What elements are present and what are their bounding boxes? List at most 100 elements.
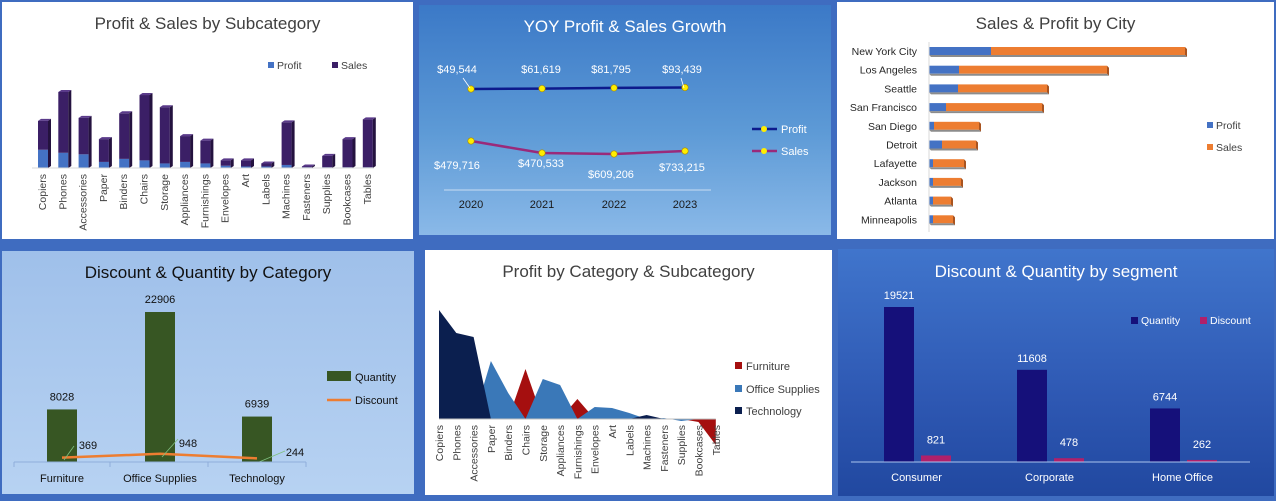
profit-bar-lafayette (929, 159, 933, 168)
profit-bar-los-angeles (929, 65, 959, 74)
legend-marker-profit (761, 126, 767, 132)
sales-bar-bookcases (342, 139, 353, 168)
discount-line (61, 452, 258, 460)
legend-marker-sales (761, 148, 767, 154)
bar-top-accessories (78, 115, 92, 118)
quantity-label-technology: 6939 (245, 399, 269, 411)
sales-bar-supplies (322, 155, 333, 168)
sales-bar-labels (261, 163, 272, 167)
x-tick-2023: 2023 (673, 199, 697, 211)
profit-bar-paper (98, 161, 109, 168)
sales-bar-seattle (958, 84, 1047, 93)
bar-side-storage (169, 105, 173, 168)
profit-category-svg: Copiers Phones Accessories Paper Binders Chai… (434, 310, 820, 482)
segment-discount-quantity-panel: Discount & Quantity by segment 19521 821 C… (838, 249, 1274, 496)
legend-label-profit: Profit (277, 60, 302, 72)
bar-top-storage (159, 105, 173, 108)
discount-label-home-office: 262 (1193, 439, 1211, 451)
x-tick-office-supplies: Office Supplies (123, 473, 197, 485)
x-tick-labels: Labels (260, 174, 272, 205)
bar-end-seattle (1047, 84, 1049, 95)
bar-top-supplies (322, 153, 336, 156)
bar-side-bookcases (352, 137, 356, 168)
sales-bar-machines (281, 122, 292, 165)
sales-point-2021 (538, 149, 546, 157)
sales-label-2023: $733,215 (659, 162, 705, 174)
sales-bar-jackson (933, 177, 961, 186)
profit-bar-furnishings (200, 163, 211, 168)
y-tick-detroit: Detroit (886, 140, 917, 152)
x-tick-fasteners: Fasteners (659, 425, 671, 472)
x-tick-envelopes: Envelopes (590, 425, 602, 474)
profit-label-2021: $61,619 (521, 64, 561, 76)
bar-top-machines (281, 120, 295, 123)
bar-side-chairs (149, 93, 153, 168)
legend-label-sales: Sales (781, 146, 809, 158)
x-tick-copiers: Copiers (37, 174, 49, 210)
bar-side-art (251, 158, 254, 168)
legend-label-profit: Profit (781, 124, 807, 136)
sales-bar-fasteners (301, 166, 312, 168)
bar-base-minneapolis (929, 223, 955, 226)
sales-bar-chairs (139, 95, 150, 161)
segment-dq-title: Discount & Quantity by segment (934, 262, 1178, 281)
bar-top-copiers (38, 118, 51, 121)
x-tick-appliances: Appliances (555, 425, 567, 476)
sales-bar-accessories (78, 117, 89, 155)
area-technology (439, 310, 716, 419)
bar-end-los-angeles (1107, 65, 1109, 76)
legend-label-office-supplies: Office Supplies (746, 384, 820, 396)
sales-bar-atlanta (933, 196, 951, 205)
x-tick-bookcases: Bookcases (342, 174, 354, 225)
discount-label-consumer: 821 (927, 434, 945, 446)
yoy-chart-panel: YOY Profit & Sales Growth $49,544 $61,619… (419, 5, 831, 235)
x-tick-supplies: Supplies (321, 174, 333, 214)
profit-bar-minneapolis (929, 215, 933, 224)
sales-bar-san-diego (934, 121, 979, 130)
sales-bar-envelopes (220, 160, 231, 166)
sales-bar-new-york-city (991, 47, 1185, 55)
bar-side-supplies (332, 153, 336, 168)
segment-dq-svg: 19521 821 Consumer 11608 478 Corporate 6744 262… (851, 290, 1251, 484)
subcategory-chart-title: Profit & Sales by Subcategory (94, 14, 321, 33)
x-tick-supplies: Supplies (676, 425, 688, 465)
profit-label-2023: $93,439 (662, 64, 702, 76)
bar-base-seattle (929, 92, 1049, 95)
x-tick-corporate: Corporate (1025, 472, 1074, 484)
legend-swatch-technology (735, 407, 742, 414)
y-tick-san-francisco: San Francisco (850, 102, 917, 114)
bar-end-lafayette (964, 159, 966, 170)
y-tick-lafayette: Lafayette (874, 158, 917, 170)
sales-bar-los-angeles (959, 65, 1107, 74)
y-tick-seattle: Seattle (884, 83, 917, 95)
bar-side-paper (108, 137, 112, 168)
discount-label-furniture: 369 (79, 440, 97, 452)
bar-top-paper (98, 137, 112, 140)
legend-label-sales: Sales (341, 60, 367, 72)
discount-bar-consumer (921, 455, 951, 462)
bar-base-detroit (929, 148, 978, 151)
discount-label-technology: 244 (286, 447, 304, 459)
x-tick-chairs: Chairs (139, 174, 151, 204)
legend-swatch-profit (1207, 122, 1213, 128)
sales-bar-binders (119, 113, 130, 159)
profit-bar-chairs (139, 160, 150, 168)
x-tick-home-office: Home Office (1152, 472, 1213, 484)
x-tick-storage: Storage (159, 174, 171, 211)
bar-end-san-francisco (1042, 103, 1044, 114)
sales-bar-san-francisco (946, 103, 1042, 112)
x-tick-paper: Paper (98, 174, 110, 203)
bar-end-jackson (961, 177, 963, 188)
x-tick-copiers: Copiers (434, 425, 446, 461)
quantity-bar-furniture (47, 409, 77, 462)
quantity-label-home-office: 6744 (1153, 391, 1177, 403)
bar-base-san-francisco (929, 111, 1044, 114)
x-tick-art: Art (240, 174, 252, 188)
area-furniture (439, 369, 716, 445)
bar-end-detroit (976, 140, 978, 151)
y-tick-new-york-city: New York City (852, 46, 918, 58)
x-tick-storage: Storage (538, 425, 550, 462)
sales-bar-detroit (942, 140, 976, 149)
bar-end-new-york-city (1185, 47, 1187, 57)
subcategory-chart-panel: Profit & Sales by Subcategory Copiers Pho… (2, 2, 413, 239)
